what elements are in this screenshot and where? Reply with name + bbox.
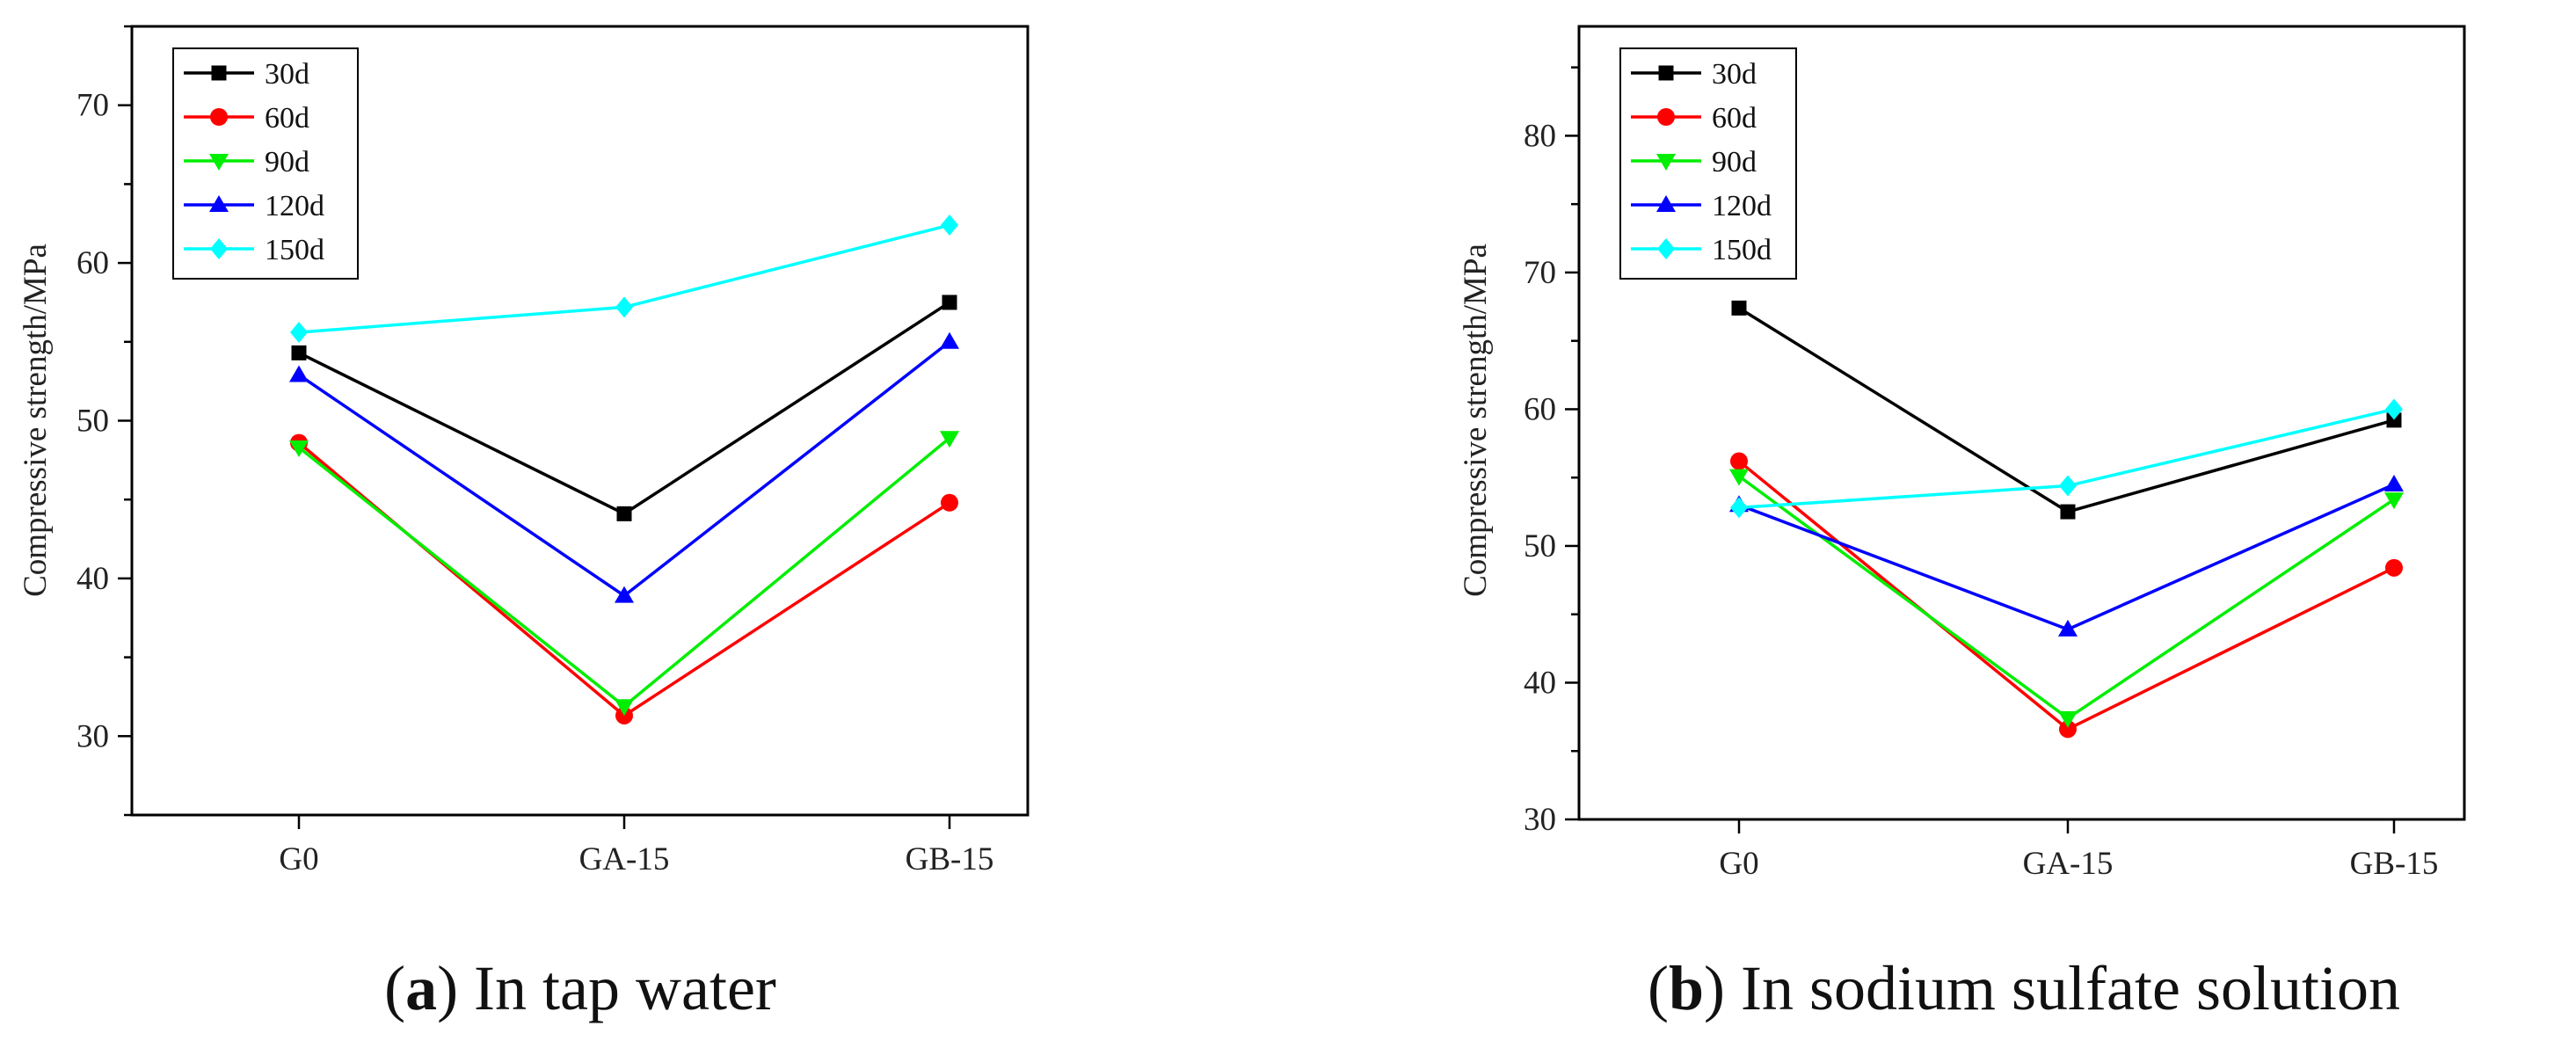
panel-a-y-tick-label: 60 <box>76 245 109 281</box>
panel-b-x-tick-label: G0 <box>1719 846 1758 882</box>
panel-b-legend-marker-90d <box>1656 154 1676 171</box>
panel-a-caption-text: ) In tap water <box>437 953 776 1023</box>
panel-b-y-axis-label: Compressive strength/MPa <box>1458 244 1494 597</box>
panel-a-series-120d-point <box>289 365 309 382</box>
panel-a-x-tick-label: GA-15 <box>579 841 670 877</box>
panel-a-legend-marker-150d <box>210 238 228 259</box>
panel-b-x-tick-label: GB-15 <box>2350 846 2439 882</box>
panel-b-series-150d-point <box>2385 398 2403 420</box>
panel-a-series-90d-point <box>289 440 309 457</box>
panel-a-series-150d-point <box>615 296 633 318</box>
panel-b-chart: 30 40 50 60 70 80 G0 GA-15 GB-15 30d 60d 90d 120d 15… <box>1458 25 2466 1023</box>
panel-b-series-120d-point <box>2058 619 2078 637</box>
panel-a-legend-marker-60d <box>210 108 228 126</box>
panel-a-legend: 30d 60d 90d 120d 150d <box>172 47 359 280</box>
panel-b-plot-frame <box>1577 25 2466 821</box>
panel-b-series-30d-point <box>1731 300 1747 316</box>
panel-b-caption-text: ) In sodium sulfate solution <box>1704 953 2400 1023</box>
panel-b-legend: 30d 60d 90d 120d 150d <box>1619 47 1797 280</box>
panel-a-legend-label-150d: 150d <box>265 234 324 266</box>
panel-a-y-tick-label: 30 <box>76 718 109 754</box>
panel-b-legend-marker-120d <box>1656 195 1676 212</box>
panel-b-x-tick-label: GA-15 <box>2023 846 2114 882</box>
panel-a-legend-label-30d: 30d <box>265 58 309 91</box>
panel-b-legend-box <box>1619 47 1797 280</box>
panel-a-legend-label-90d: 90d <box>265 146 309 178</box>
panel-a-series-120d-line <box>298 340 951 598</box>
panel-b-y-tick-label: 50 <box>1524 528 1556 564</box>
panel-b-legend-label-60d: 60d <box>1712 102 1757 135</box>
panel-b-series-150d-point <box>1730 497 1748 519</box>
panel-b-y-tick-label: 70 <box>1524 255 1556 291</box>
panel-b-legend-marker-150d <box>1657 238 1675 259</box>
panel-b-caption-label: b <box>1669 953 1704 1023</box>
panel-b-y-tick-label: 40 <box>1524 665 1556 701</box>
panel-b-series-60d-point <box>2385 558 2403 577</box>
panel-a-series-30d-point <box>942 295 957 310</box>
panel-a-y-axis-label: Compressive strength/MPa <box>18 244 54 597</box>
panel-a-series-90d-line <box>297 436 951 709</box>
panel-a-legend-label-60d: 60d <box>265 102 309 135</box>
panel-a-caption-label: a <box>405 953 437 1023</box>
panel-b-series-90d-point <box>2384 492 2404 510</box>
panel-a-y-tick-label: 40 <box>76 561 109 597</box>
panel-a-legend-marker-120d <box>209 195 229 212</box>
panel-a-legend-marker-30d <box>211 65 227 81</box>
panel-b-caption: (b) In sodium sulfate solution <box>1648 953 2400 1023</box>
panel-b-y-tick-label: 80 <box>1524 118 1556 154</box>
panel-a-y-tick-label: 50 <box>76 404 109 440</box>
panel-a-y-tick-label: 70 <box>76 88 109 124</box>
panel-a-x-tick-label: GB-15 <box>906 841 994 877</box>
panel-a-series-60d-line <box>297 441 950 718</box>
panel-b-series-60d-point <box>2059 720 2077 739</box>
panel-a-marks <box>289 215 959 724</box>
panel-a-series-150d-point <box>941 215 958 237</box>
panel-b-series-30d-point <box>2060 504 2076 520</box>
panel-b-legend-marker-30d <box>1658 65 1674 81</box>
panel-b-legend-label-30d: 30d <box>1712 58 1757 91</box>
panel-a-caption: (a) In tap water <box>384 953 776 1023</box>
panel-b-series-90d-point <box>1729 469 1749 486</box>
panel-a-series-30d-line <box>298 301 950 516</box>
panel-b-marks <box>1729 300 2404 739</box>
panel-b-series-120d-point <box>2384 474 2404 491</box>
panel-a-x-tick-label: G0 <box>279 841 318 877</box>
panel-b-legend-label-150d: 150d <box>1712 234 1772 266</box>
panel-b-y-tick-label: 60 <box>1524 391 1556 427</box>
panel-b-legend-label-90d: 90d <box>1712 146 1757 178</box>
panel-a-series-30d-point <box>291 345 307 360</box>
panel-a-series-120d-point <box>615 586 634 603</box>
panel-b-series-90d-point <box>2058 710 2078 728</box>
panel-b-legend-marker-60d <box>1657 108 1675 126</box>
panel-a-legend-label-120d: 120d <box>265 190 324 222</box>
panel-a-series-120d-point <box>940 331 959 349</box>
panel-a-chart: 30 40 50 60 70 G0 GA-15 GB-15 30d 60d 90d 120d 150d… <box>18 25 1030 1023</box>
panel-a-axes: 30 40 50 60 70 G0 GA-15 GB-15 <box>76 25 994 877</box>
panel-a-legend-box <box>172 47 359 280</box>
panel-a-series-150d-point <box>290 322 308 344</box>
panel-a-series-90d-point <box>940 431 959 448</box>
panel-b-series-60d-point <box>1730 452 1748 470</box>
panel-b-series-150d-point <box>2059 475 2077 497</box>
panel-b-axes: 30 40 50 60 70 80 G0 GA-15 GB-15 <box>1524 66 2439 882</box>
panel-a-legend-marker-90d <box>209 154 229 171</box>
panel-b-series-30d-point <box>2386 412 2402 428</box>
panel-a-series-90d-point <box>615 699 634 717</box>
panel-b-y-tick-label: 30 <box>1524 802 1556 838</box>
panel-a-series-30d-point <box>616 506 632 521</box>
panel-b-legend-label-120d: 120d <box>1712 190 1772 222</box>
panel-a-series-60d-point <box>941 493 958 512</box>
